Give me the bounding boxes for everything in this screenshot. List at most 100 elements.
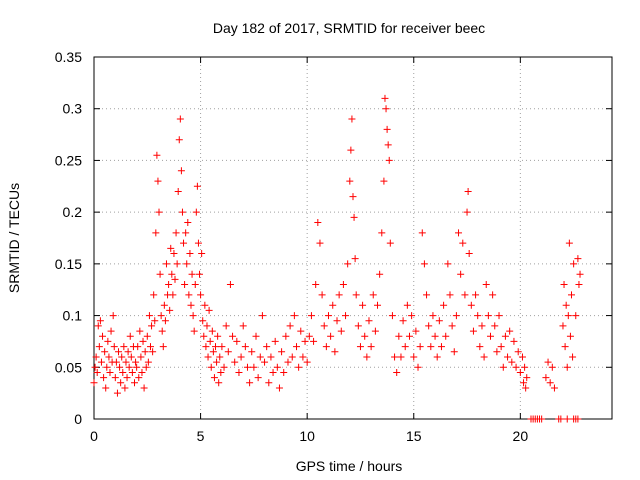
data-point [486,332,494,340]
data-point [231,358,239,366]
data-point [265,379,273,387]
data-point [218,343,226,351]
data-point [520,379,528,387]
data-point [442,332,450,340]
data-point [312,281,320,289]
data-point [450,348,458,356]
data-point [145,312,153,320]
data-point [153,151,161,159]
data-point [522,384,530,392]
data-point [120,343,128,351]
data-point [121,384,129,392]
data-point [440,301,448,309]
data-point [563,363,571,371]
data-point [214,332,222,340]
data-point [200,332,208,340]
data-point [369,291,377,299]
data-point [472,291,480,299]
data-point [135,374,143,382]
data-point [382,105,390,113]
y-tick-label: 0.35 [55,49,82,65]
data-point [546,379,554,387]
data-point [90,379,98,387]
data-point [110,343,118,351]
data-point [133,363,141,371]
data-point [425,322,433,330]
data-point [115,348,123,356]
data-point [104,337,112,345]
data-point [523,374,531,382]
data-point [307,312,315,320]
data-point [461,291,469,299]
data-point [452,312,460,320]
data-point [361,332,369,340]
y-tick-label: 0.3 [63,101,83,117]
data-point [383,125,391,133]
data-point [213,358,221,366]
data-point [99,332,107,340]
y-tick-label: 0.15 [55,256,82,272]
data-point [403,301,411,309]
y-tick-label: 0.25 [55,152,82,168]
data-point [101,348,109,356]
data-point [469,327,477,335]
data-point [205,306,213,314]
y-axis-label: SRMTID / TECUs [6,183,22,293]
data-point [381,94,389,102]
data-point [320,322,328,330]
x-tick-label: 10 [299,428,315,444]
data-point [465,250,473,258]
data-point [384,141,392,149]
data-point [397,353,405,361]
data-point [96,317,104,325]
data-point [92,353,100,361]
data-point [162,260,170,268]
data-point [467,301,475,309]
data-point [297,327,305,335]
x-tick-label: 5 [197,428,205,444]
data-point [316,239,324,247]
data-point [149,348,157,356]
data-point [254,374,262,382]
data-point [342,312,350,320]
data-point [416,343,424,351]
data-point [282,332,290,340]
data-point [376,270,384,278]
data-point [327,332,335,340]
grid [94,57,612,419]
data-point [399,317,407,325]
data-point [183,260,191,268]
data-point [489,291,497,299]
data-point [504,353,512,361]
data-point [518,353,526,361]
data-point [351,255,359,263]
data-point [125,363,133,371]
x-axis-label: GPS time / hours [296,458,403,474]
data-point [575,281,583,289]
data-point [189,312,197,320]
data-point [102,384,110,392]
data-point [192,208,200,216]
data-point [206,337,214,345]
data-point [116,363,124,371]
data-point [229,332,237,340]
data-point [288,353,296,361]
data-point [212,343,220,351]
data-point [136,327,144,335]
data-point [185,291,193,299]
data-point [106,368,114,376]
data-point [521,363,529,371]
data-point [275,384,283,392]
data-point [508,358,516,366]
data-point [155,208,163,216]
data-point [239,322,247,330]
data-point [427,343,435,351]
data-point [433,353,441,361]
axis-ticks: 0 0.05 0.1 0.15 0.2 0.25 0.3 0.35 0 5 10 15 20 [55,49,612,444]
data-point [194,239,202,247]
data-point [139,337,147,345]
data-point [510,337,518,345]
data-point [310,337,318,345]
data-point [565,239,573,247]
